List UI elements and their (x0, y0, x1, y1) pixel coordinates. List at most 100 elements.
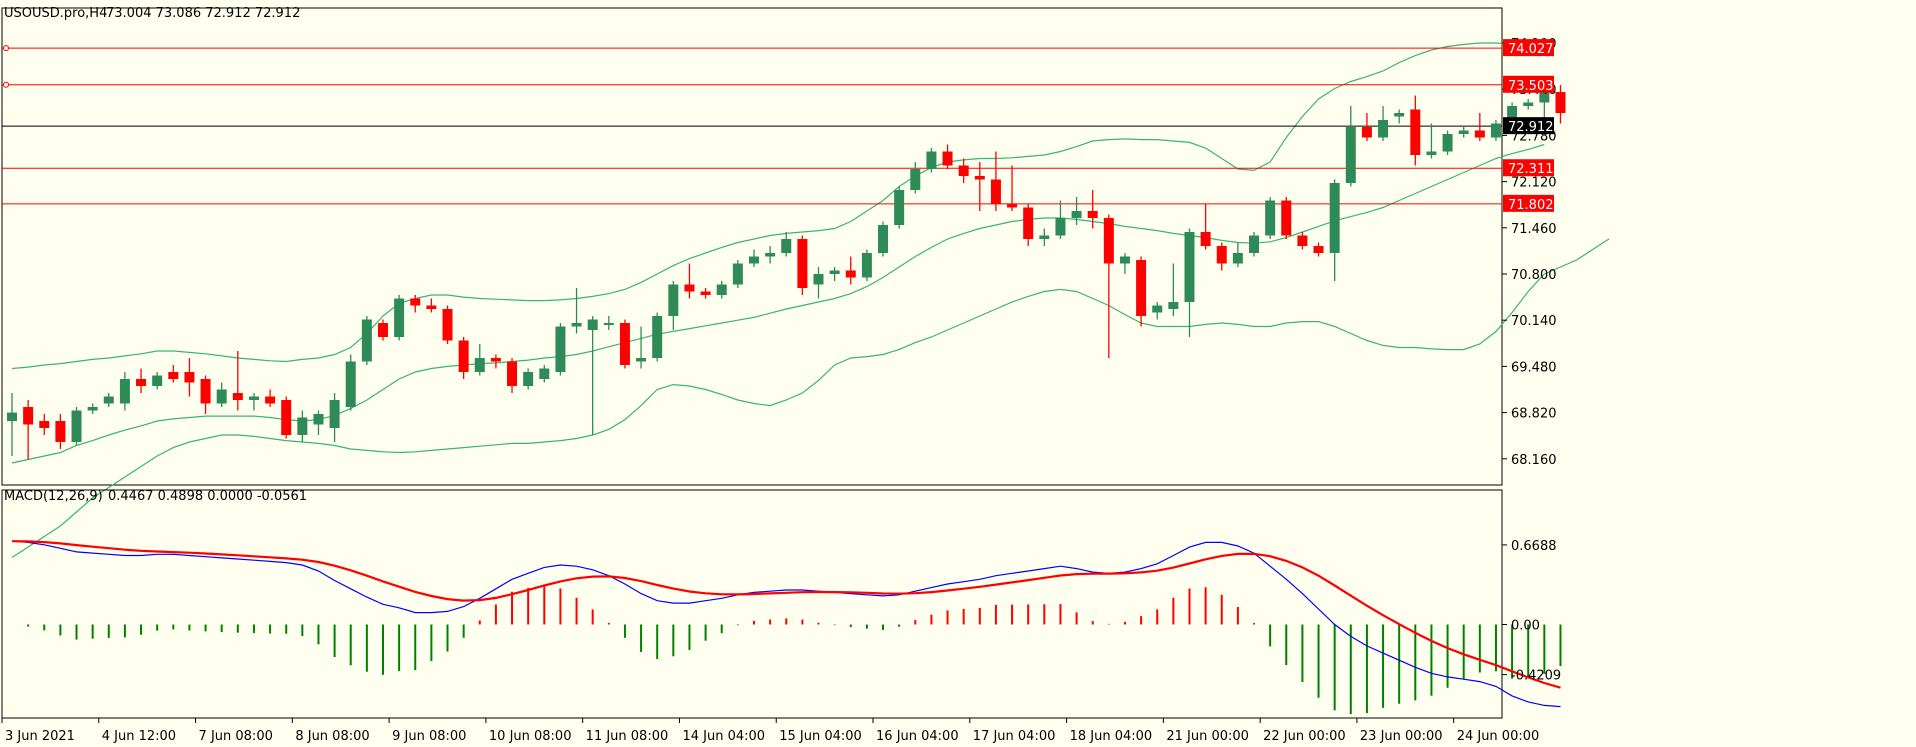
candle-body (700, 291, 711, 295)
candle-body (619, 323, 630, 365)
candle-body (1361, 127, 1372, 138)
time-tick-label: 15 Jun 04:00 (779, 729, 862, 744)
candle-body (1152, 305, 1163, 313)
candle-body (184, 372, 195, 383)
candle-body (458, 340, 469, 372)
axes: 74.10073.44072.78072.12071.46070.80070.1… (1, 37, 1561, 744)
candle-body (313, 414, 324, 425)
candle-body (1168, 302, 1179, 309)
candle-body (1297, 235, 1308, 246)
candle-body (103, 396, 114, 404)
macd-panel (1, 489, 1562, 719)
candle-body (1329, 183, 1340, 253)
candle-body (748, 256, 759, 264)
current-price-tag-label: 72.912 (1508, 120, 1554, 135)
candle-body (603, 323, 614, 325)
candle-body (200, 379, 211, 404)
candle-body (1458, 130, 1469, 134)
candle-body (345, 361, 356, 407)
candle-body (55, 421, 66, 442)
level-tag (1503, 194, 1554, 212)
candle-body (1071, 211, 1082, 218)
level-anchor (3, 45, 9, 52)
price-tick-label: 68.820 (1511, 407, 1557, 422)
candle-body (1039, 235, 1050, 239)
price-panel (1, 7, 1610, 559)
candle-body (1555, 92, 1566, 113)
candle-body (878, 225, 889, 253)
time-tick-label: 17 Jun 04:00 (973, 729, 1056, 744)
candle-body (1249, 235, 1260, 253)
candle-body (7, 412, 17, 421)
candle-body (974, 176, 985, 180)
candle-body (1426, 151, 1437, 155)
candle-body (410, 298, 421, 306)
candle-body (1007, 204, 1018, 208)
candle-body (1087, 211, 1098, 218)
candle-body (394, 298, 405, 337)
candle-body (1200, 232, 1211, 246)
candle-body (781, 239, 792, 253)
time-tick-label: 21 Jun 00:00 (1166, 729, 1249, 744)
candle-body (152, 375, 163, 386)
symbol-label: USOUSD.pro,H4 (4, 6, 107, 21)
time-tick-label: 11 Jun 08:00 (586, 729, 669, 744)
candle-body (1378, 120, 1389, 138)
macd-label: MACD(12,26,9) (4, 489, 103, 504)
candle-body (216, 389, 227, 404)
time-tick-label: 18 Jun 04:00 (1070, 729, 1153, 744)
current-price-tag (1503, 117, 1554, 135)
time-tick-label: 24 Jun 00:00 (1457, 729, 1540, 744)
candle-body (490, 358, 501, 362)
macd-tick-label: 0.6688 (1511, 539, 1557, 554)
price-tick-label: 71.460 (1511, 222, 1557, 237)
candle-body (265, 396, 276, 404)
level-tag-label: 71.802 (1508, 198, 1554, 213)
candle-body (1507, 106, 1518, 124)
time-tick-label: 9 Jun 08:00 (392, 729, 466, 744)
candle-body (442, 309, 453, 341)
candle-body (926, 151, 937, 169)
level-tag-label: 74.027 (1508, 42, 1554, 57)
macd-values: 0.4467 0.4898 0.0000 -0.0561 (108, 489, 307, 504)
candle-body (732, 263, 743, 285)
candle-body (474, 358, 485, 372)
candle-body (1232, 253, 1243, 264)
candle-body (71, 410, 82, 442)
price-tick-label: 70.800 (1511, 268, 1557, 283)
level-tag (1503, 39, 1554, 57)
time-tick-label: 3 Jun 2021 (5, 729, 75, 744)
candle-body (990, 179, 1001, 204)
candle-body (281, 400, 292, 435)
level-tag (1503, 75, 1554, 93)
candle-body (119, 379, 130, 404)
candle-body (861, 253, 872, 278)
candle-body (1410, 109, 1421, 155)
candle-body (1119, 256, 1130, 264)
candle-body (248, 396, 259, 400)
bollinger-lower-line (11, 238, 1610, 559)
level-tag-label: 73.503 (1508, 79, 1554, 94)
candle-body (1136, 260, 1147, 316)
bollinger-upper-line (11, 42, 1545, 370)
candle-body (652, 316, 663, 358)
candle-body (765, 253, 776, 257)
candle-body (797, 239, 808, 288)
ohlc-values: 73.004 73.086 72.912 72.912 (106, 6, 300, 21)
signal-line (11, 540, 1561, 689)
macd-line (11, 540, 1561, 708)
candle-body (136, 379, 147, 386)
candle-body (539, 368, 550, 379)
candle-body (1539, 92, 1550, 103)
bollinger-middle-line (11, 143, 1545, 464)
macd-tick-label: -0.4209 (1511, 669, 1561, 684)
candle-body (958, 165, 969, 176)
candle-body (587, 319, 598, 330)
candle-body (1216, 246, 1227, 264)
candle-body (894, 190, 905, 225)
price-tick-label: 68.160 (1511, 453, 1557, 468)
level-tag-label: 72.311 (1508, 162, 1554, 177)
candle-body (813, 274, 824, 285)
candle-body (1313, 246, 1324, 253)
